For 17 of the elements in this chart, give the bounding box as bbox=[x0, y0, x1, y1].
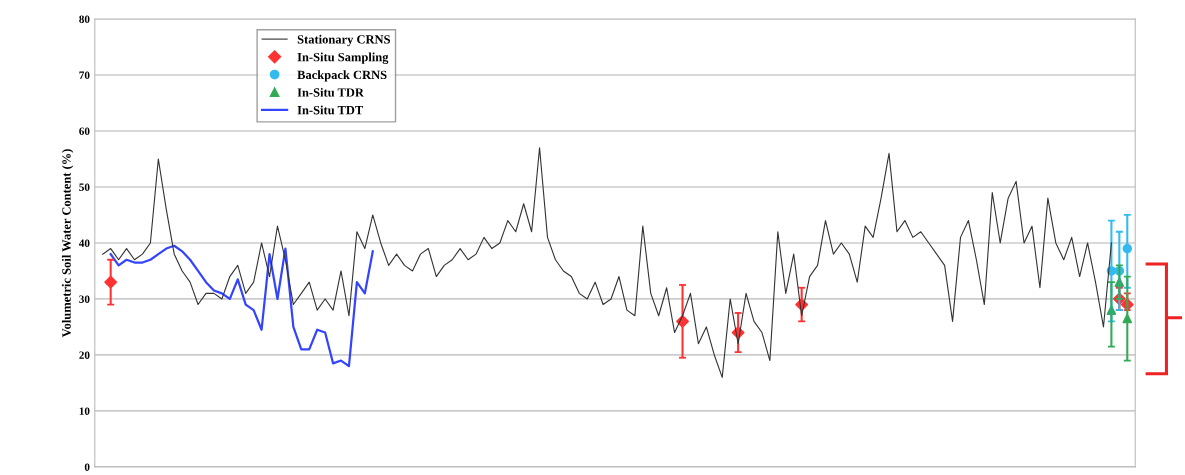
y-tick-label: 0 bbox=[84, 463, 90, 471]
legend-label: In-Situ TDT bbox=[297, 105, 364, 115]
legend-label: Stationary CRNS bbox=[297, 34, 390, 47]
y-tick-label: 20 bbox=[79, 351, 90, 359]
y-axis-title: Volumetric Soil Water Content (%) bbox=[61, 149, 74, 338]
legend-label: In-Situ TDR bbox=[297, 87, 365, 97]
legend-label: In-Situ Sampling bbox=[297, 52, 389, 64]
y-tick-label: 60 bbox=[79, 127, 90, 135]
line-series bbox=[109, 244, 374, 368]
y-tick-label: 80 bbox=[79, 15, 90, 23]
y-tick-label: 50 bbox=[79, 183, 90, 191]
y-tick-label: 70 bbox=[79, 71, 90, 79]
line-series bbox=[102, 147, 1112, 378]
y-tick-label: 30 bbox=[79, 295, 90, 303]
y-tick-label: 10 bbox=[79, 407, 90, 415]
y-tick-label: 40 bbox=[78, 239, 90, 247]
legend-label: Backpack CRNS bbox=[297, 70, 387, 82]
